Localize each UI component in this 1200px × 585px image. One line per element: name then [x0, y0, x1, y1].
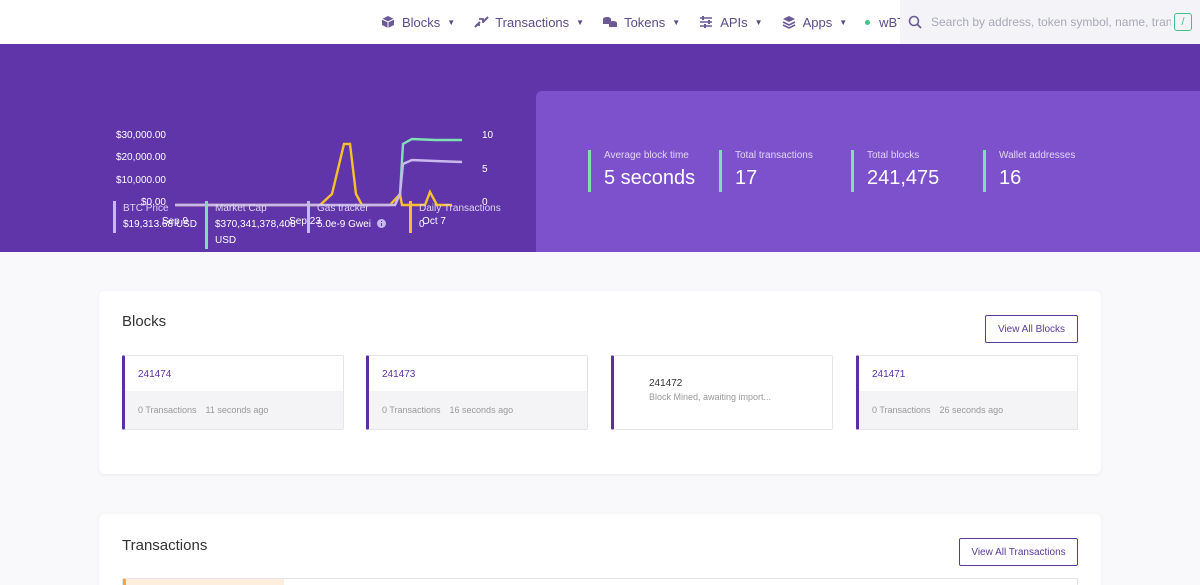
chain-stats-panel: Average block time 5 seconds Total trans… — [536, 91, 1200, 252]
view-all-blocks-button[interactable]: View All Blocks — [985, 315, 1078, 343]
coins-icon — [602, 14, 618, 30]
block-meta: 0 Transactions 16 seconds ago — [369, 391, 587, 429]
market-cap-label: Market Cap — [215, 203, 267, 214]
nav-apps[interactable]: Apps ▼ — [781, 14, 848, 30]
search-bar: / — [900, 0, 1200, 44]
block-tile[interactable]: 241474 0 Transactions 11 seconds ago — [122, 355, 344, 430]
layers-icon — [781, 14, 797, 30]
search-input[interactable] — [931, 15, 1171, 29]
gas-tracker-value-row: 5.0e-9 Gwei — [317, 217, 386, 233]
block-tx-count: 0 Transactions — [138, 405, 197, 415]
stat-label: Average block time — [604, 150, 689, 161]
block-number-link[interactable]: 241474 — [138, 369, 172, 380]
stat-label: Total blocks — [867, 150, 920, 161]
x-tick: Sep 23 — [289, 216, 321, 227]
main-nav: Blocks ▼ Transactions ▼ Tokens ▼ APIs ▼ — [380, 0, 973, 44]
network-status-dot — [865, 19, 871, 25]
btc-price-stat: BTC Price $19,313.68 USD — [113, 201, 197, 233]
block-status: Block Mined, awaiting import... — [649, 392, 772, 402]
block-number-link[interactable]: 241473 — [382, 369, 416, 380]
daily-transactions-label: Daily Transactions — [419, 203, 501, 214]
avg-block-time-stat: Average block time 5 seconds — [588, 150, 695, 192]
x-tick: Sep 9 — [162, 216, 189, 227]
y-left-tick: $20,000.00 — [116, 152, 166, 163]
blocks-card: Blocks View All Blocks 241474 0 Transact… — [99, 291, 1101, 474]
nav-blocks-label: Blocks — [402, 14, 441, 30]
market-cap-value: $370,341,378,408 — [215, 219, 296, 230]
stat-label: Wallet addresses — [999, 150, 1076, 161]
nav-apps-label: Apps — [802, 14, 833, 30]
gas-tracker-label: Gas tracker — [317, 203, 369, 214]
nav-tokens-label: Tokens — [624, 14, 666, 30]
blocks-title: Blocks — [122, 313, 167, 330]
block-meta: 0 Transactions 11 seconds ago — [125, 391, 343, 429]
stat-label: Total transactions — [735, 150, 813, 161]
stat-value: 17 — [735, 167, 758, 189]
stat-value: 241,475 — [867, 167, 940, 189]
chevron-down-icon: ▼ — [754, 17, 763, 27]
daily-transactions-line — [175, 142, 452, 207]
block-meta: 0 Transactions 26 seconds ago — [859, 391, 1077, 429]
btc-price-label: BTC Price — [123, 203, 169, 214]
view-all-transactions-button[interactable]: View All Transactions — [959, 538, 1078, 566]
block-age: 16 seconds ago — [449, 405, 514, 415]
block-tile[interactable]: 241473 0 Transactions 16 seconds ago — [366, 355, 588, 430]
market-cap-unit: USD — [215, 235, 237, 246]
stat-value: 16 — [999, 167, 1022, 189]
nav-transactions[interactable]: Transactions ▼ — [473, 14, 584, 30]
total-blocks-stat: Total blocks 241,475 — [851, 150, 939, 192]
market-cap-stat: Market Cap $370,341,378,408 USD — [205, 201, 296, 249]
y-left-tick: $30,000.00 — [116, 130, 166, 141]
nav-blocks[interactable]: Blocks ▼ — [380, 14, 455, 30]
block-age: 11 seconds ago — [205, 405, 269, 415]
transaction-type-badge — [123, 579, 284, 585]
y-left-tick: $0.00 — [141, 197, 166, 208]
block-number: 241472 — [649, 378, 683, 389]
chevron-down-icon: ▼ — [839, 17, 848, 27]
daily-transactions-value: 0 — [419, 219, 425, 230]
block-tile[interactable]: 241471 0 Transactions 26 seconds ago — [856, 355, 1078, 430]
daily-transactions-stat: Daily Transactions 0 — [409, 201, 501, 233]
transactions-icon — [473, 14, 489, 30]
btc-price-value: $19,313.68 USD — [123, 219, 197, 230]
block-tx-count: 0 Transactions — [382, 405, 441, 415]
stat-value: 5 seconds — [604, 167, 696, 189]
block-tx-count: 0 Transactions — [872, 405, 931, 415]
cube-icon — [380, 14, 396, 30]
chevron-down-icon: ▼ — [447, 17, 456, 27]
transaction-tile[interactable] — [122, 578, 1078, 585]
price-history-chart: $30,000.00 $20,000.00 $10,000.00 $0.00 1… — [116, 130, 494, 227]
search-shortcut-key: / — [1174, 13, 1192, 31]
transactions-title: Transactions — [122, 537, 208, 554]
price-line — [175, 158, 463, 207]
nav-transactions-label: Transactions — [495, 14, 570, 30]
y-left-tick: $10,000.00 — [116, 175, 166, 186]
y-right-tick: 5 — [482, 164, 488, 175]
wallet-addresses-stat: Wallet addresses 16 — [983, 150, 1075, 192]
transactions-card: Transactions View All Transactions — [99, 514, 1101, 585]
nav-apis[interactable]: APIs ▼ — [698, 14, 763, 30]
gas-tracker-stat: Gas tracker 5.0e-9 Gwei — [307, 201, 386, 233]
chevron-down-icon: ▼ — [672, 17, 681, 27]
sliders-icon — [698, 14, 714, 30]
search-icon — [908, 15, 922, 29]
info-icon[interactable] — [376, 219, 386, 228]
y-right-tick: 10 — [482, 130, 494, 141]
gas-tracker-value: 5.0e-9 Gwei — [317, 219, 371, 230]
nav-apis-label: APIs — [720, 14, 748, 30]
pending-block-tile: 241472 Block Mined, awaiting import... — [611, 355, 833, 430]
x-tick: Oct 7 — [422, 216, 446, 227]
y-right-tick: 0 — [482, 197, 488, 208]
block-age: 26 seconds ago — [939, 405, 1004, 415]
dashboard-hero: $30,000.00 $20,000.00 $10,000.00 $0.00 1… — [0, 44, 1200, 252]
nav-tokens[interactable]: Tokens ▼ — [602, 14, 680, 30]
chevron-down-icon: ▼ — [576, 17, 585, 27]
block-number-link[interactable]: 241471 — [872, 369, 906, 380]
top-navbar: Blocks ▼ Transactions ▼ Tokens ▼ APIs ▼ — [0, 0, 1200, 44]
total-transactions-stat: Total transactions 17 — [719, 150, 813, 192]
